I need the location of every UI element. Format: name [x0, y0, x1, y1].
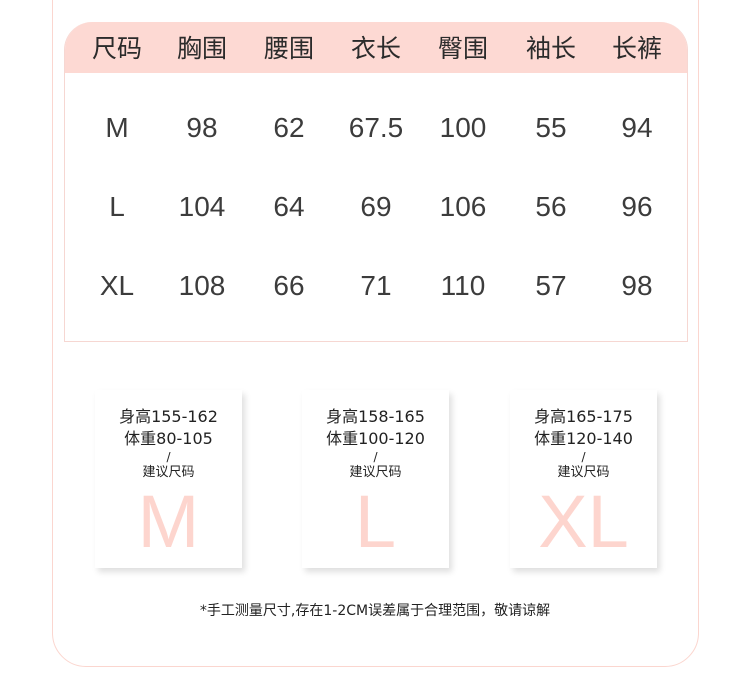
weight-range: 体重80-105	[124, 429, 213, 448]
recommended-size: L	[354, 480, 397, 563]
measurement-cell: 96	[621, 191, 653, 222]
table-header	[65, 22, 687, 73]
measurement-cell: 98	[186, 112, 218, 143]
measurement-cell: 94	[621, 112, 653, 143]
size-label-cell: L	[109, 191, 125, 222]
column-header: 臀围	[437, 34, 489, 63]
recommend-label: 建议尺码	[142, 465, 195, 480]
weight-range: 体重100-120	[326, 429, 425, 448]
measurement-cell: 67.5	[348, 112, 404, 143]
slash: /	[373, 450, 378, 464]
size-label-cell: M	[105, 112, 129, 143]
column-header: 长裤	[611, 34, 663, 63]
recommend-card-xl: 身高165-175 体重120-140 / 建议尺码 XL	[510, 390, 657, 568]
recommended-size: XL	[538, 480, 629, 563]
height-range: 身高155-162	[119, 407, 218, 426]
slash: /	[166, 450, 171, 464]
measurement-cell: 100	[439, 112, 487, 143]
measurement-cell: 71	[360, 270, 392, 301]
measurement-cell: 98	[621, 270, 653, 301]
measurement-cell: 66	[273, 270, 305, 301]
measurement-cell: 104	[178, 191, 226, 222]
measurement-note: *手工测量尺寸,存在1-2CM误差属于合理范围，敬请谅解	[199, 603, 551, 619]
column-header: 尺码	[91, 34, 143, 63]
recommend-card-l: 身高158-165 体重100-120 / 建议尺码 L	[302, 390, 449, 568]
column-header: 胸围	[176, 34, 228, 63]
height-range: 身高158-165	[326, 407, 425, 426]
recommend-label: 建议尺码	[349, 465, 402, 480]
measurement-cell: 64	[273, 191, 305, 222]
measurement-cell: 69	[360, 191, 392, 222]
recommend-card-m: 身高155-162 体重80-105 / 建议尺码 M	[95, 390, 242, 568]
measurement-cell: 110	[440, 270, 486, 301]
measurement-cell: 57	[535, 270, 567, 301]
outer-frame	[52, 0, 699, 667]
height-range: 身高165-175	[534, 407, 633, 426]
size-table	[64, 22, 688, 342]
weight-range: 体重120-140	[534, 429, 633, 448]
measurement-cell: 56	[535, 191, 567, 222]
column-header: 腰围	[263, 34, 315, 63]
recommended-size: M	[137, 480, 200, 563]
recommend-label: 建议尺码	[557, 465, 610, 480]
measurement-cell: 62	[273, 112, 305, 143]
column-header: 衣长	[350, 34, 402, 63]
measurement-cell: 108	[178, 270, 226, 301]
size-label-cell: XL	[99, 270, 135, 301]
column-header: 袖长	[525, 34, 577, 63]
measurement-cell: 55	[535, 112, 567, 143]
measurement-cell: 106	[439, 191, 487, 222]
slash: /	[581, 450, 586, 464]
